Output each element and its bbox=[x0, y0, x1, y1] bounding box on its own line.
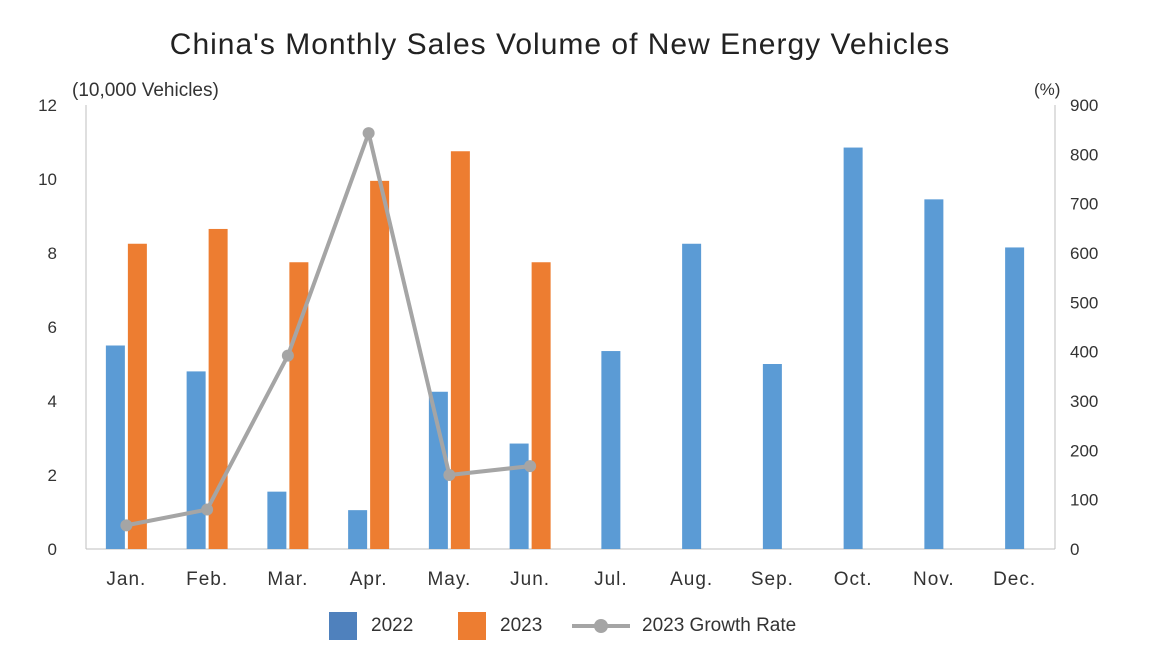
bar-2022 bbox=[682, 243, 702, 549]
x-tick-label: Jun. bbox=[510, 569, 550, 590]
chart-title: China's Monthly Sales Volume of New Ener… bbox=[169, 28, 951, 61]
bar-2022 bbox=[1005, 247, 1025, 549]
y-tick-label: 10 bbox=[38, 170, 57, 189]
legend-swatch-2023 bbox=[458, 612, 486, 640]
x-tick-label: May. bbox=[427, 569, 471, 590]
y2-tick-label: 0 bbox=[1070, 540, 1079, 559]
y2-tick-label: 200 bbox=[1070, 441, 1098, 460]
legend-item-growth-rate: 2023 Growth Rate bbox=[572, 612, 796, 640]
y2-tick-label: 900 bbox=[1070, 96, 1098, 115]
legend-swatch-2022 bbox=[329, 612, 357, 640]
growth-rate-point bbox=[201, 503, 214, 516]
legend-item-2023: 2023 bbox=[458, 612, 542, 640]
y-tick-label: 6 bbox=[48, 318, 57, 337]
y2-tick-label: 800 bbox=[1070, 145, 1098, 164]
x-tick-label: Sep. bbox=[751, 569, 794, 590]
x-tick-label: Mar. bbox=[267, 569, 308, 590]
x-tick-label: Nov. bbox=[913, 569, 955, 590]
y-tick-label: 0 bbox=[48, 540, 57, 559]
bar-2023 bbox=[127, 243, 147, 549]
y2-tick-label: 500 bbox=[1070, 293, 1098, 312]
bar-2023 bbox=[208, 228, 228, 549]
bar-2023 bbox=[450, 151, 470, 549]
y2-tick-label: 100 bbox=[1070, 491, 1098, 510]
y-tick-label: 2 bbox=[48, 466, 57, 485]
legend-label-2022: 2022 bbox=[371, 615, 414, 636]
x-tick-label: Jan. bbox=[106, 569, 146, 590]
bar-2022 bbox=[428, 391, 448, 549]
y-tick-label: 4 bbox=[48, 392, 57, 411]
bar-2022 bbox=[267, 491, 287, 549]
x-tick-label: Aug. bbox=[670, 569, 713, 590]
y2-tick-label: 300 bbox=[1070, 392, 1098, 411]
left-axis-unit-label: (10,000 Vehicles) bbox=[72, 80, 219, 101]
right-axis-unit-label: (%) bbox=[1034, 80, 1061, 99]
legend-swatch-growth-rate bbox=[572, 612, 630, 640]
bar-2022 bbox=[762, 364, 782, 549]
bar-2022 bbox=[348, 510, 368, 549]
legend-label-growth-rate: 2023 Growth Rate bbox=[642, 615, 797, 636]
y2-tick-label: 400 bbox=[1070, 343, 1098, 362]
growth-rate-point bbox=[362, 127, 375, 140]
y-tick-label: 12 bbox=[38, 96, 57, 115]
growth-rate-point bbox=[524, 460, 537, 473]
bar-2022 bbox=[186, 371, 206, 549]
growth-rate-point bbox=[281, 349, 294, 362]
bar-2022 bbox=[843, 147, 863, 550]
x-tick-label: Jul. bbox=[594, 569, 628, 590]
growth-rate-point bbox=[120, 519, 133, 532]
growth-rate-point bbox=[443, 469, 456, 481]
x-tick-label: Oct. bbox=[834, 569, 873, 590]
bar-2022 bbox=[509, 443, 529, 549]
x-tick-label: Dec. bbox=[993, 569, 1036, 590]
legend-label-2023: 2023 bbox=[500, 615, 543, 636]
bar-2023 bbox=[531, 262, 551, 549]
bar-2023 bbox=[370, 180, 390, 549]
bar-2022 bbox=[601, 351, 621, 549]
legend: 2022 2023 2023 Growth Rate bbox=[0, 612, 1157, 646]
bar-2022 bbox=[105, 345, 125, 549]
x-tick-label: Feb. bbox=[186, 569, 228, 590]
bar-2022 bbox=[924, 199, 944, 549]
x-tick-label: Apr. bbox=[350, 569, 388, 590]
y2-tick-label: 700 bbox=[1070, 195, 1098, 214]
growth-rate-line bbox=[125, 131, 531, 528]
y-tick-label: 8 bbox=[48, 244, 57, 263]
y2-tick-label: 600 bbox=[1070, 244, 1098, 263]
legend-item-2022: 2022 bbox=[329, 612, 413, 640]
